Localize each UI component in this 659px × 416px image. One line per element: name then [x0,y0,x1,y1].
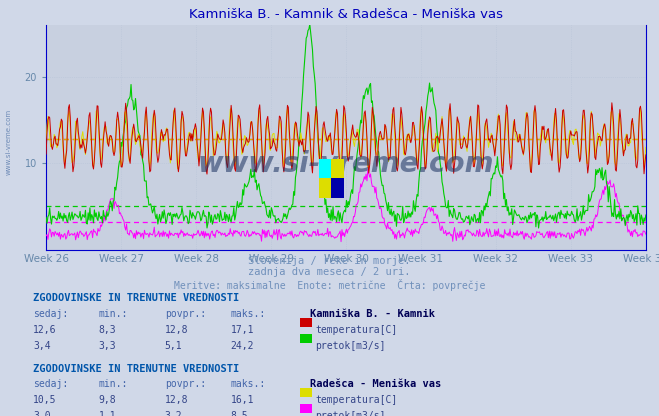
Text: Kamniška B. - Kamnik: Kamniška B. - Kamnik [310,309,435,319]
Text: min.:: min.: [99,379,129,389]
Text: maks.:: maks.: [231,379,266,389]
Text: 5,1: 5,1 [165,341,183,351]
Text: 10,5: 10,5 [33,395,57,405]
Text: temperatura[C]: temperatura[C] [315,325,397,335]
Text: ZGODOVINSKE IN TRENUTNE VREDNOSTI: ZGODOVINSKE IN TRENUTNE VREDNOSTI [33,293,239,303]
Title: Kamniška B. - Kamnik & Radešca - Meniška vas: Kamniška B. - Kamnik & Radešca - Meniška… [189,8,503,21]
Text: ZGODOVINSKE IN TRENUTNE VREDNOSTI: ZGODOVINSKE IN TRENUTNE VREDNOSTI [33,364,239,374]
Text: 12,6: 12,6 [33,325,57,335]
Text: Meritve: maksimalne  Enote: metrične  Črta: povprečje: Meritve: maksimalne Enote: metrične Črta… [174,279,485,291]
Text: 8,3: 8,3 [99,325,117,335]
Text: 17,1: 17,1 [231,325,254,335]
Text: 9,8: 9,8 [99,395,117,405]
Text: 3,0: 3,0 [33,411,51,416]
Text: 3,4: 3,4 [33,341,51,351]
Text: maks.:: maks.: [231,309,266,319]
Text: povpr.:: povpr.: [165,379,206,389]
Text: Radešca - Meniška vas: Radešca - Meniška vas [310,379,441,389]
Bar [331,178,344,198]
Text: sedaj:: sedaj: [33,309,68,319]
Text: 3,2: 3,2 [165,411,183,416]
Text: zadnja dva meseca / 2 uri.: zadnja dva meseca / 2 uri. [248,267,411,277]
Bar [319,159,331,178]
Text: pretok[m3/s]: pretok[m3/s] [315,341,386,351]
Text: 24,2: 24,2 [231,341,254,351]
Text: sedaj:: sedaj: [33,379,68,389]
Text: 12,8: 12,8 [165,325,188,335]
Text: 3,3: 3,3 [99,341,117,351]
Text: 1,1: 1,1 [99,411,117,416]
Text: min.:: min.: [99,309,129,319]
Bar [319,178,331,198]
Text: www.si-vreme.com: www.si-vreme.com [5,109,12,174]
Text: www.si-vreme.com: www.si-vreme.com [198,150,494,178]
Text: pretok[m3/s]: pretok[m3/s] [315,411,386,416]
Text: Slovenija / reke in morje.: Slovenija / reke in morje. [248,256,411,266]
Text: 8,5: 8,5 [231,411,248,416]
Text: povpr.:: povpr.: [165,309,206,319]
Text: 16,1: 16,1 [231,395,254,405]
Text: 12,8: 12,8 [165,395,188,405]
Bar [331,159,344,178]
Text: temperatura[C]: temperatura[C] [315,395,397,405]
